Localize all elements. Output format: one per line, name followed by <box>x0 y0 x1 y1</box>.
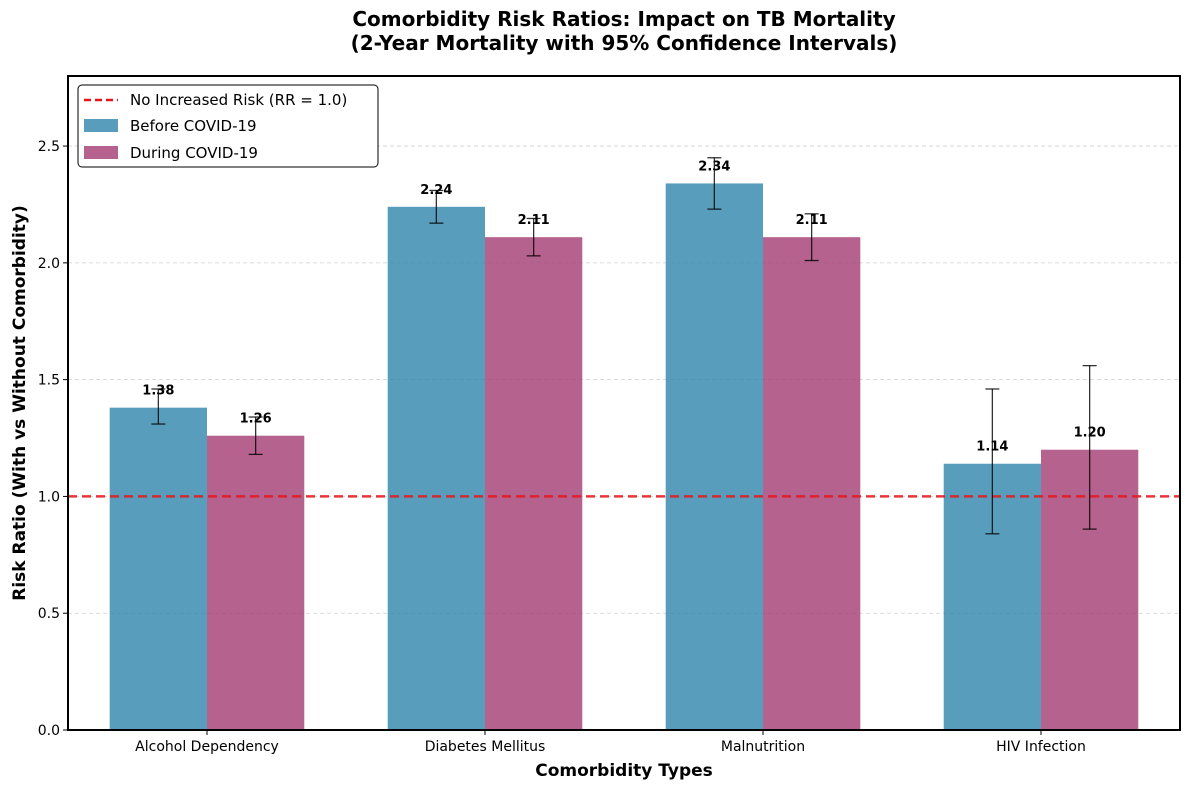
y-axis-label: Risk Ratio (With vs Without Comorbidity) <box>10 205 30 601</box>
error-bar <box>526 217 541 257</box>
data-label: 1.14 <box>976 440 1008 455</box>
legend-item-reference: No Increased Risk (RR = 1.0) <box>84 91 347 109</box>
legend: No Increased Risk (RR = 1.0) Before COVID… <box>77 84 379 168</box>
x-tick-label: Malnutrition <box>721 739 805 755</box>
series-1 <box>207 237 1139 730</box>
legend-label: During COVID-19 <box>130 144 258 162</box>
bar[interactable] <box>485 237 583 730</box>
legend-swatch <box>84 146 118 159</box>
error-bar <box>248 416 263 456</box>
x-tick-label: Diabetes Mellitus <box>425 739 546 755</box>
legend-box <box>77 84 379 168</box>
x-tick-label: HIV Infection <box>996 739 1086 755</box>
bar[interactable] <box>763 237 861 730</box>
error-bar <box>151 388 166 425</box>
bar[interactable] <box>665 183 763 730</box>
error-bar <box>429 189 444 224</box>
error-bar <box>804 213 819 262</box>
x-tick-label: Alcohol Dependency <box>135 739 279 755</box>
plot-frame <box>67 75 1181 731</box>
error-bar <box>707 157 722 210</box>
legend-item-series-0: Before COVID-19 <box>84 117 257 135</box>
series-0 <box>109 183 1041 731</box>
bar[interactable] <box>207 435 305 730</box>
y-tick-label: 0.5 <box>38 606 60 622</box>
data-label: 1.26 <box>240 412 272 427</box>
chart-title: Comorbidity Risk Ratios: Impact on TB Mo… <box>352 7 895 31</box>
chart-subtitle: (2-Year Mortality with 95% Confidence In… <box>351 31 898 55</box>
data-label: 1.38 <box>142 384 174 399</box>
bar[interactable] <box>109 407 207 730</box>
legend-label: Before COVID-19 <box>130 117 257 135</box>
data-label: 1.20 <box>1074 426 1106 441</box>
error-bar <box>1082 364 1097 530</box>
y-tick-label: 1.5 <box>38 373 60 389</box>
bar[interactable] <box>387 206 485 731</box>
legend-item-series-1: During COVID-19 <box>84 144 258 162</box>
error-bar <box>985 388 1000 535</box>
data-label: 2.11 <box>796 213 828 228</box>
data-label: 2.24 <box>420 183 452 198</box>
y-tick-label: 1.0 <box>38 489 60 505</box>
y-tick-label: 2.5 <box>38 139 60 155</box>
data-label: 2.34 <box>698 159 730 174</box>
data-label: 2.11 <box>518 213 550 228</box>
legend-label: No Increased Risk (RR = 1.0) <box>130 91 347 109</box>
legend-swatch <box>84 119 118 132</box>
y-tick-label: 0.0 <box>38 723 60 739</box>
y-tick-label: 2.0 <box>38 256 60 272</box>
x-axis-label: Comorbidity Types <box>535 761 713 781</box>
